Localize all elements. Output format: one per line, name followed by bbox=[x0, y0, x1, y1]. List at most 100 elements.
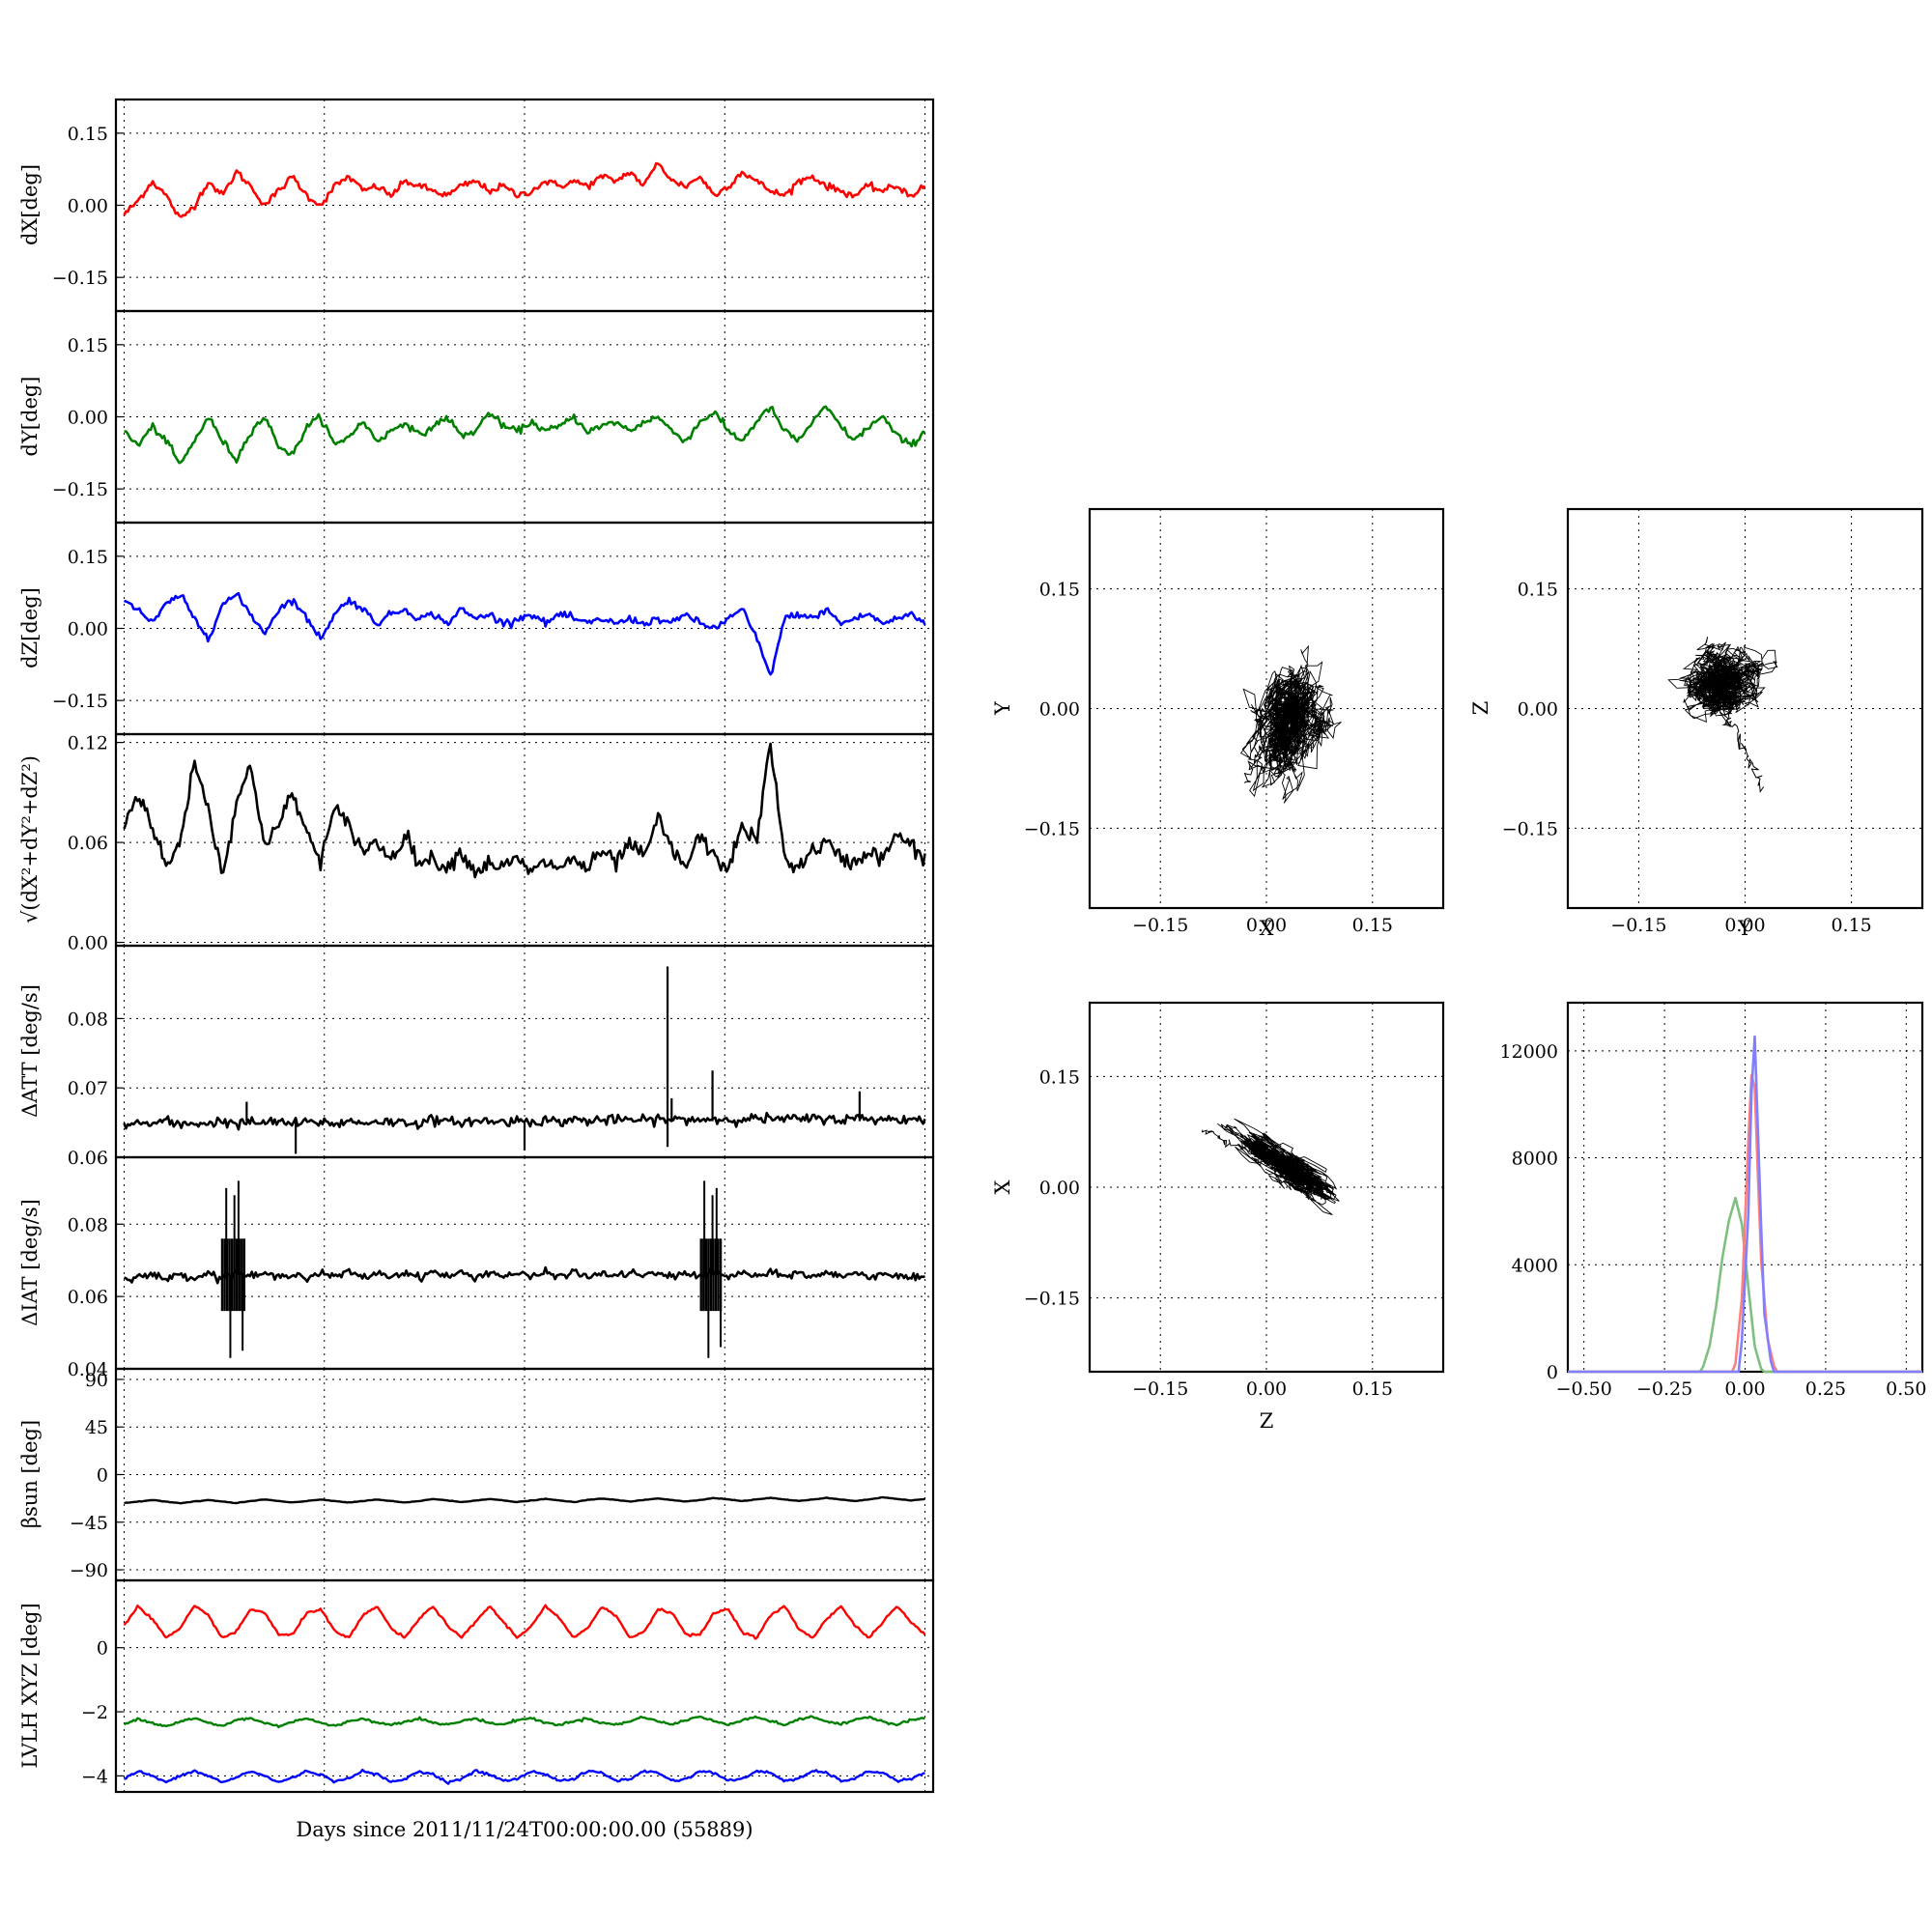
series-line bbox=[123, 742, 926, 879]
histogram-step bbox=[1568, 1035, 1922, 1374]
histogram-step bbox=[1568, 1073, 1922, 1374]
xtick-label: −0.15 bbox=[1132, 1378, 1188, 1400]
trajectory-cloud bbox=[1239, 644, 1342, 804]
panel-zx-ylabel: X bbox=[991, 1179, 1014, 1194]
ytick-label: 0.15 bbox=[68, 124, 108, 145]
xtick-label: 0.00 bbox=[1246, 915, 1287, 936]
ytick-label: −0.15 bbox=[1024, 1289, 1080, 1310]
ytick-label: 0.00 bbox=[1039, 1178, 1080, 1199]
xtick-label: −0.25 bbox=[1636, 1378, 1692, 1400]
ytick-label: 0.12 bbox=[68, 733, 108, 754]
series-line bbox=[123, 1265, 925, 1285]
ytick-label: 0.00 bbox=[68, 408, 108, 429]
trajectory-cloud bbox=[1217, 1118, 1340, 1216]
panel-lvlh: −4 −2 0 LVLH XYZ [deg] Days since 2011/11/… bbox=[18, 1578, 935, 1841]
series-line bbox=[124, 1495, 925, 1505]
xtick-label: 0.00 bbox=[1246, 1378, 1287, 1400]
ytick-label: 0.04 bbox=[68, 1359, 108, 1380]
ytick-label: 0.08 bbox=[68, 1214, 108, 1236]
ytick-label: −2 bbox=[81, 1702, 108, 1723]
panel-dY: −0.15 0.00 0.15 dY[deg] bbox=[18, 309, 935, 525]
ytick-label: 0.00 bbox=[68, 933, 108, 954]
ytick-label: 0.15 bbox=[1039, 580, 1080, 601]
panel-dZ-ylabel: dZ[deg] bbox=[18, 587, 42, 668]
xtick-label: 0.15 bbox=[1352, 1378, 1393, 1400]
panel-dR: 0.00 0.06 0.12 √(dX²+dY²+dZ²) bbox=[18, 732, 935, 954]
panel-yz-xlabel: Y bbox=[1737, 917, 1752, 940]
panel-zx: −0.15 0.00 0.15 −0.15 0.00 0.15 Z X bbox=[991, 1001, 1445, 1433]
panel-xy: −0.15 0.00 0.15 −0.15 0.00 0.15 X Y bbox=[991, 507, 1445, 940]
ytick-label: −45 bbox=[70, 1513, 108, 1534]
ytick-label: 0 bbox=[1547, 1362, 1558, 1383]
ytick-label: −0.15 bbox=[52, 479, 108, 500]
trajectory-tail bbox=[1243, 736, 1267, 783]
ytick-label: 0.00 bbox=[1518, 699, 1558, 721]
xtick-label: 0.00 bbox=[1724, 915, 1765, 936]
series-line bbox=[124, 591, 926, 676]
ytick-label: 8000 bbox=[1512, 1149, 1558, 1170]
ytick-label: 0 bbox=[97, 1465, 108, 1487]
panel-dIAT: 0.04 0.06 0.08 ΔIAT [deg/s] bbox=[18, 1155, 935, 1380]
trajectory-cloud bbox=[1667, 636, 1778, 727]
panel-hist: 0 4000 8000 12000 −0.50 −0.25 0.00 0.25 0.50 bbox=[1500, 1001, 1926, 1400]
ytick-label: 0.06 bbox=[68, 1287, 108, 1308]
xtick-label: 0.15 bbox=[1352, 915, 1393, 936]
trajectory-tail bbox=[1201, 1129, 1275, 1166]
xtick-label: −0.15 bbox=[1132, 915, 1188, 936]
series-line bbox=[123, 161, 926, 218]
histogram-step bbox=[1568, 1196, 1922, 1374]
panel-dY-ylabel: dY[deg] bbox=[18, 376, 42, 456]
xtick-label: 0.15 bbox=[1831, 915, 1871, 936]
panel-dX-ylabel: dX[deg] bbox=[18, 164, 42, 245]
panel-lvlh-xlabel: Days since 2011/11/24T00:00:00.00 (55889… bbox=[296, 1818, 753, 1841]
panel-yz-ylabel: Z bbox=[1469, 701, 1492, 716]
ytick-label: −0.15 bbox=[1502, 818, 1558, 839]
ytick-label: 0 bbox=[97, 1638, 108, 1660]
ytick-label: 0.15 bbox=[1039, 1066, 1080, 1088]
panel-dATT-ylabel: ΔATT [deg/s] bbox=[18, 984, 42, 1118]
series-line bbox=[124, 405, 926, 465]
panel-dR-frame bbox=[114, 732, 935, 948]
panel-yz: −0.15 0.00 0.15 −0.15 0.00 0.15 Y Z bbox=[1469, 507, 1924, 940]
series-line bbox=[123, 1604, 926, 1640]
ytick-label: 45 bbox=[85, 1417, 108, 1438]
panel-xy-xlabel: X bbox=[1260, 917, 1274, 940]
series-line bbox=[123, 1715, 925, 1729]
panel-dZ: −0.15 0.00 0.15 dZ[deg] bbox=[18, 521, 935, 736]
series-line bbox=[124, 1768, 925, 1785]
ytick-label: −4 bbox=[81, 1766, 108, 1787]
panel-beta-ylabel: βsun [deg] bbox=[18, 1420, 42, 1528]
ytick-label: 4000 bbox=[1512, 1255, 1558, 1276]
xtick-label: −0.15 bbox=[1610, 915, 1666, 936]
panel-dIAT-ylabel: ΔIAT [deg/s] bbox=[18, 1199, 42, 1326]
xtick-label: 0.25 bbox=[1805, 1378, 1846, 1400]
ytick-label: 0.15 bbox=[68, 335, 108, 356]
panel-beta: −90 −45 0 45 90 βsun [deg] bbox=[18, 1367, 935, 1582]
ytick-label: 0.07 bbox=[68, 1078, 108, 1099]
ytick-label: −0.15 bbox=[1024, 818, 1080, 839]
panel-xy-ylabel: Y bbox=[991, 700, 1014, 716]
ytick-label: 0.06 bbox=[68, 1148, 108, 1169]
ytick-label: 90 bbox=[85, 1370, 108, 1391]
panel-lvlh-ylabel: LVLH XYZ [deg] bbox=[18, 1603, 42, 1768]
ytick-label: 0.06 bbox=[68, 833, 108, 854]
panel-dR-ylabel: √(dX²+dY²+dZ²) bbox=[18, 755, 42, 923]
xtick-label: −0.50 bbox=[1556, 1378, 1612, 1400]
panel-lvlh-frame bbox=[114, 1578, 935, 1794]
panel-zx-xlabel: Z bbox=[1260, 1409, 1274, 1433]
ytick-label: 12000 bbox=[1500, 1041, 1558, 1063]
ytick-label: 0.15 bbox=[1518, 580, 1558, 601]
ytick-label: 0.08 bbox=[68, 1009, 108, 1030]
ytick-label: 0.00 bbox=[68, 196, 108, 217]
panel-dATT: 0.06 0.07 0.08 ΔATT [deg/s] bbox=[18, 944, 935, 1169]
xtick-label: 0.00 bbox=[1724, 1378, 1765, 1400]
panel-dX: −0.15 0.00 0.15 dX[deg] bbox=[18, 98, 935, 313]
ytick-label: −90 bbox=[70, 1560, 108, 1581]
trajectory-tail bbox=[1722, 710, 1765, 793]
xtick-label: 0.50 bbox=[1886, 1378, 1926, 1400]
ytick-label: −0.15 bbox=[52, 691, 108, 712]
ytick-label: −0.15 bbox=[52, 268, 108, 289]
ytick-label: 0.00 bbox=[1039, 699, 1080, 721]
ytick-label: 0.15 bbox=[68, 547, 108, 568]
